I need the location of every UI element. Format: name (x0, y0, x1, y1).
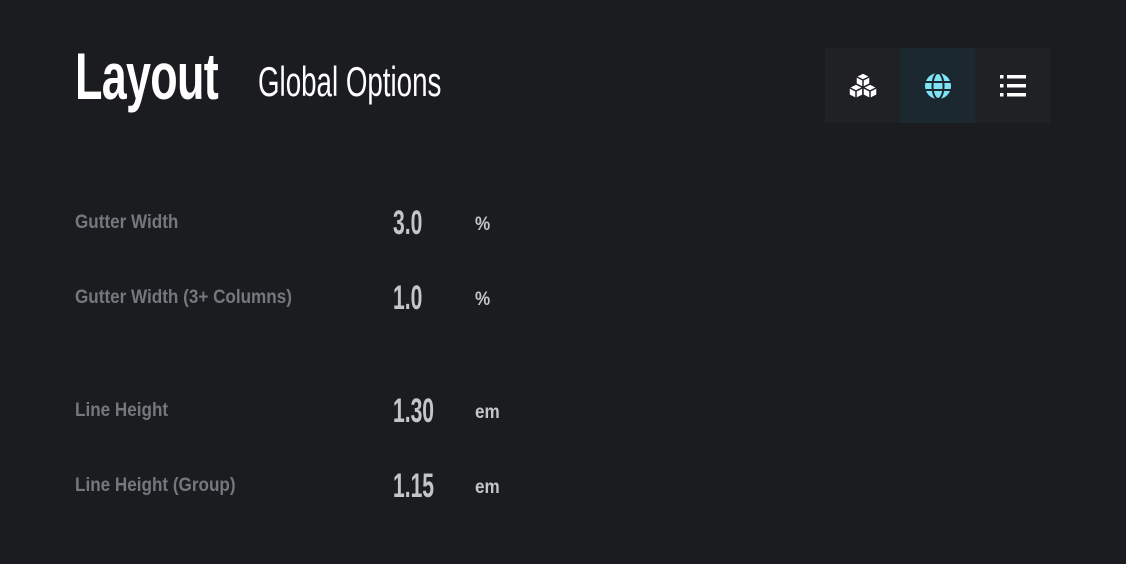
setting-value[interactable]: 1.15 (393, 467, 435, 505)
list-icon (999, 74, 1026, 96)
setting-unit: em (475, 402, 500, 423)
setting-label: Line Height (75, 400, 169, 421)
setting-unit: em (475, 477, 500, 498)
setting-value[interactable]: 1.30 (393, 392, 435, 430)
globe-icon (924, 71, 951, 100)
setting-line-height-group: Line Height (Group) 1.15 em (75, 465, 575, 505)
global-options-button[interactable] (900, 48, 975, 123)
setting-label: Gutter Width (3+ Columns) (75, 287, 292, 308)
setting-label: Gutter Width (75, 212, 179, 233)
setting-line-height: Line Height 1.30 em (75, 390, 575, 430)
list-view-button[interactable] (975, 48, 1050, 123)
page-title: Layout (75, 39, 219, 113)
setting-label: Line Height (Group) (75, 475, 236, 496)
setting-gutter-width-3-columns: Gutter Width (3+ Columns) 1.0 % (75, 277, 575, 317)
setting-value[interactable]: 1.0 (393, 279, 423, 317)
setting-unit: % (475, 289, 491, 310)
setting-unit: % (475, 214, 491, 235)
setting-value[interactable]: 3.0 (393, 204, 423, 242)
cubes-icon (847, 71, 878, 99)
setting-gutter-width: Gutter Width 3.0 % (75, 202, 575, 242)
blocks-view-button[interactable] (825, 48, 900, 123)
page-subtitle: Global Options (258, 58, 442, 105)
view-toolbar (825, 48, 1050, 123)
